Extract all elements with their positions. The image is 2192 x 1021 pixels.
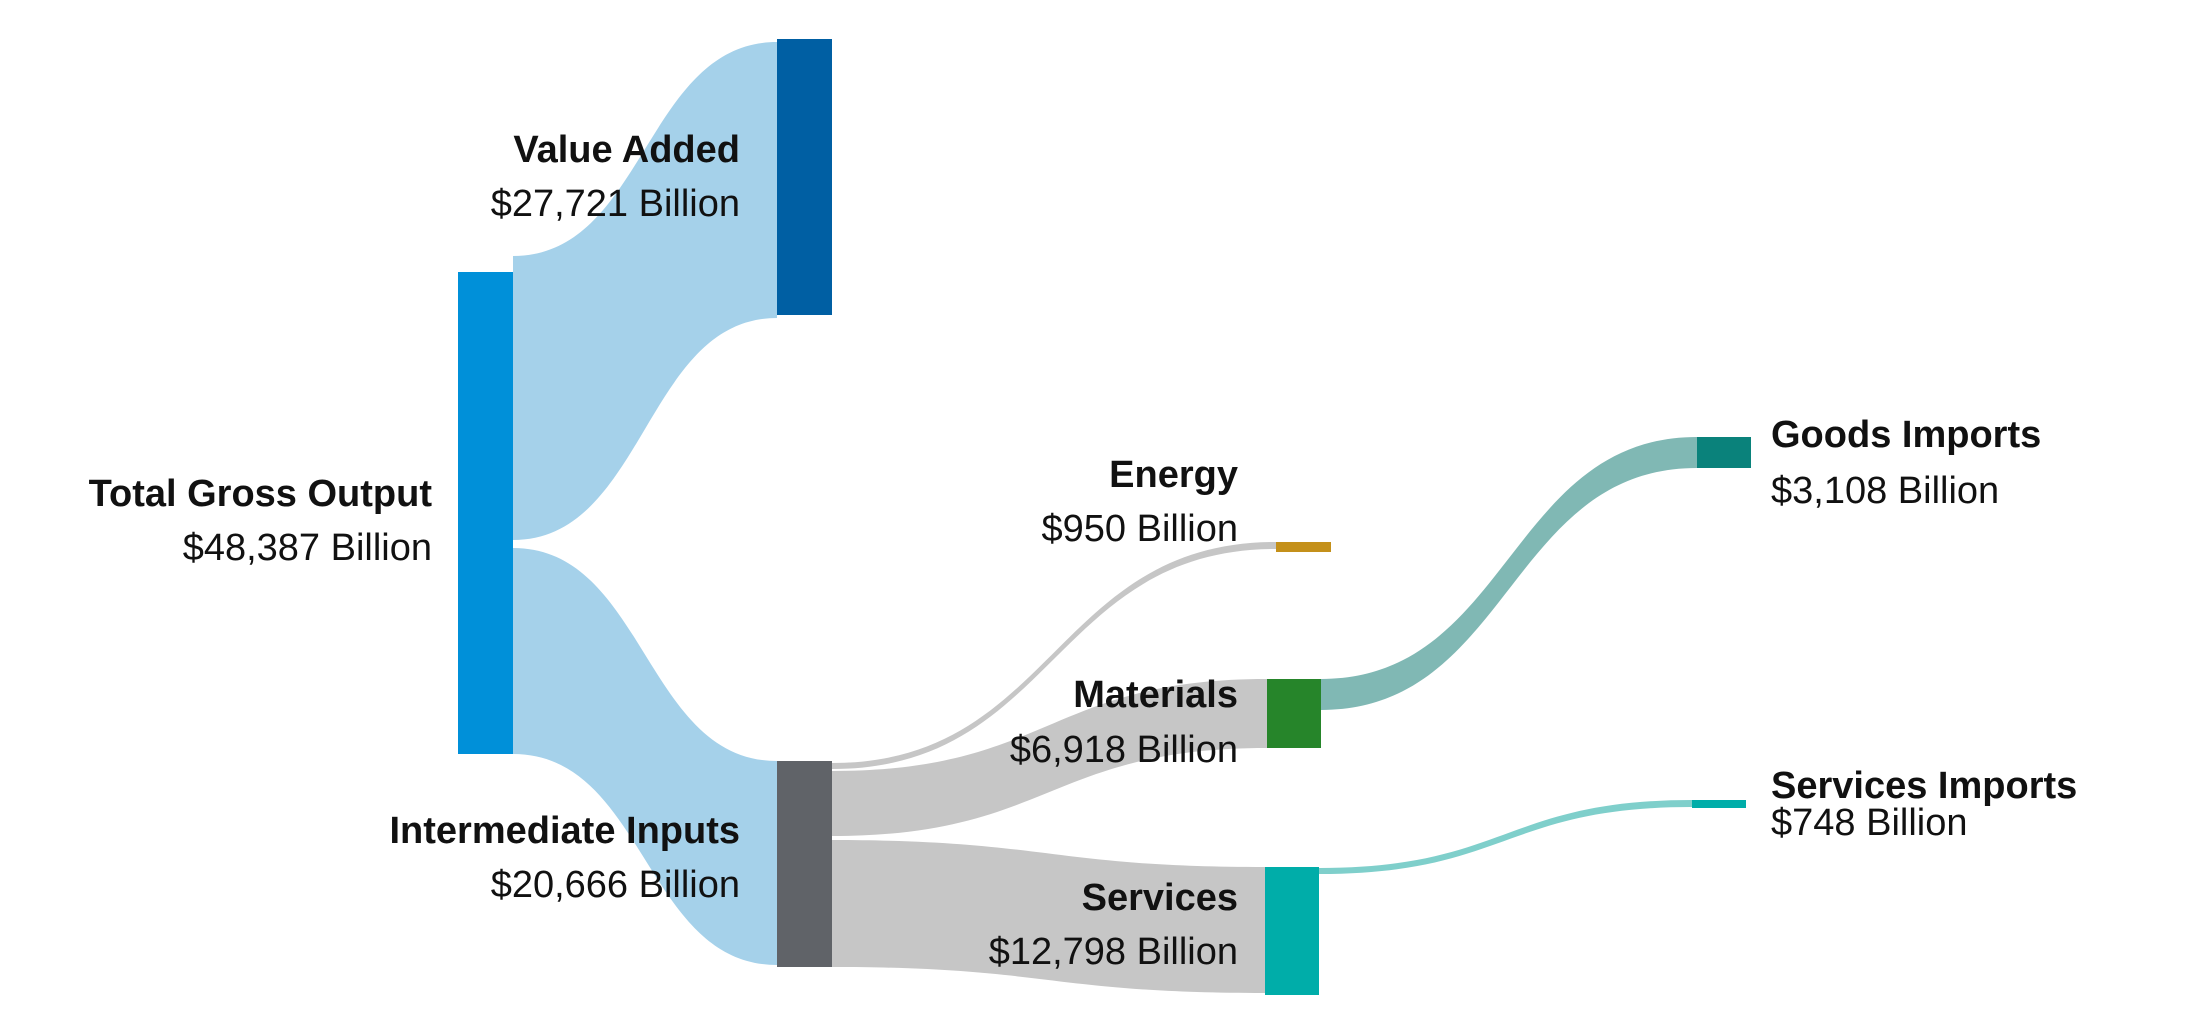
label-total-gross-output: Total Gross Output $48,387 Billion <box>89 473 433 569</box>
node-name: Services Imports <box>1771 765 2077 807</box>
link-tgo-to-va <box>513 42 777 540</box>
link-ii-to-services <box>832 840 1265 993</box>
links-layer <box>513 42 1697 993</box>
node-amount: $6,918 Billion <box>1010 729 1238 771</box>
node-name: Total Gross Output <box>89 473 433 515</box>
label-intermediate-inputs: Intermediate Inputs $20,666 Billion <box>390 810 741 906</box>
label-energy: Energy $950 Billion <box>1042 454 1238 550</box>
label-services: Services $12,798 Billion <box>989 877 1238 973</box>
link-materials-to-goods_imports <box>1321 437 1697 710</box>
link-ii-to-materials <box>832 679 1267 836</box>
node-amount: $27,721 Billion <box>491 183 740 225</box>
node-name: Materials <box>1073 674 1238 716</box>
nodes-layer <box>458 39 1751 995</box>
link-tgo-to-ii <box>513 548 777 965</box>
node-amount: $950 Billion <box>1042 508 1238 550</box>
node-bar-services-imports <box>1692 800 1746 808</box>
label-goods-imports: Goods Imports $3,108 Billion <box>1771 414 2041 512</box>
node-bar-va <box>777 39 832 315</box>
node-bar-energy <box>1276 542 1331 552</box>
node-bar-ii <box>777 761 832 967</box>
node-amount: $48,387 Billion <box>183 527 432 569</box>
node-bar-goods-imports <box>1697 437 1751 468</box>
node-amount: $748 Billion <box>1771 802 1967 844</box>
node-amount: $12,798 Billion <box>989 931 1238 973</box>
label-materials: Materials $6,918 Billion <box>1010 674 1238 771</box>
link-ii-to-energy <box>832 542 1276 769</box>
node-name: Energy <box>1109 454 1238 496</box>
node-amount: $3,108 Billion <box>1771 470 1999 512</box>
node-name: Value Added <box>513 129 740 171</box>
node-bar-services <box>1265 867 1319 995</box>
node-bar-tgo <box>458 272 513 754</box>
node-name: Goods Imports <box>1771 414 2041 456</box>
node-name: Services <box>1082 877 1238 919</box>
link-services-to-services_imports <box>1319 800 1692 874</box>
node-amount: $20,666 Billion <box>491 864 740 906</box>
label-services-imports: Services Imports $748 Billion <box>1771 765 2077 844</box>
node-bar-materials <box>1267 679 1321 748</box>
node-name: Intermediate Inputs <box>390 810 741 852</box>
label-value-added: Value Added $27,721 Billion <box>491 129 740 225</box>
